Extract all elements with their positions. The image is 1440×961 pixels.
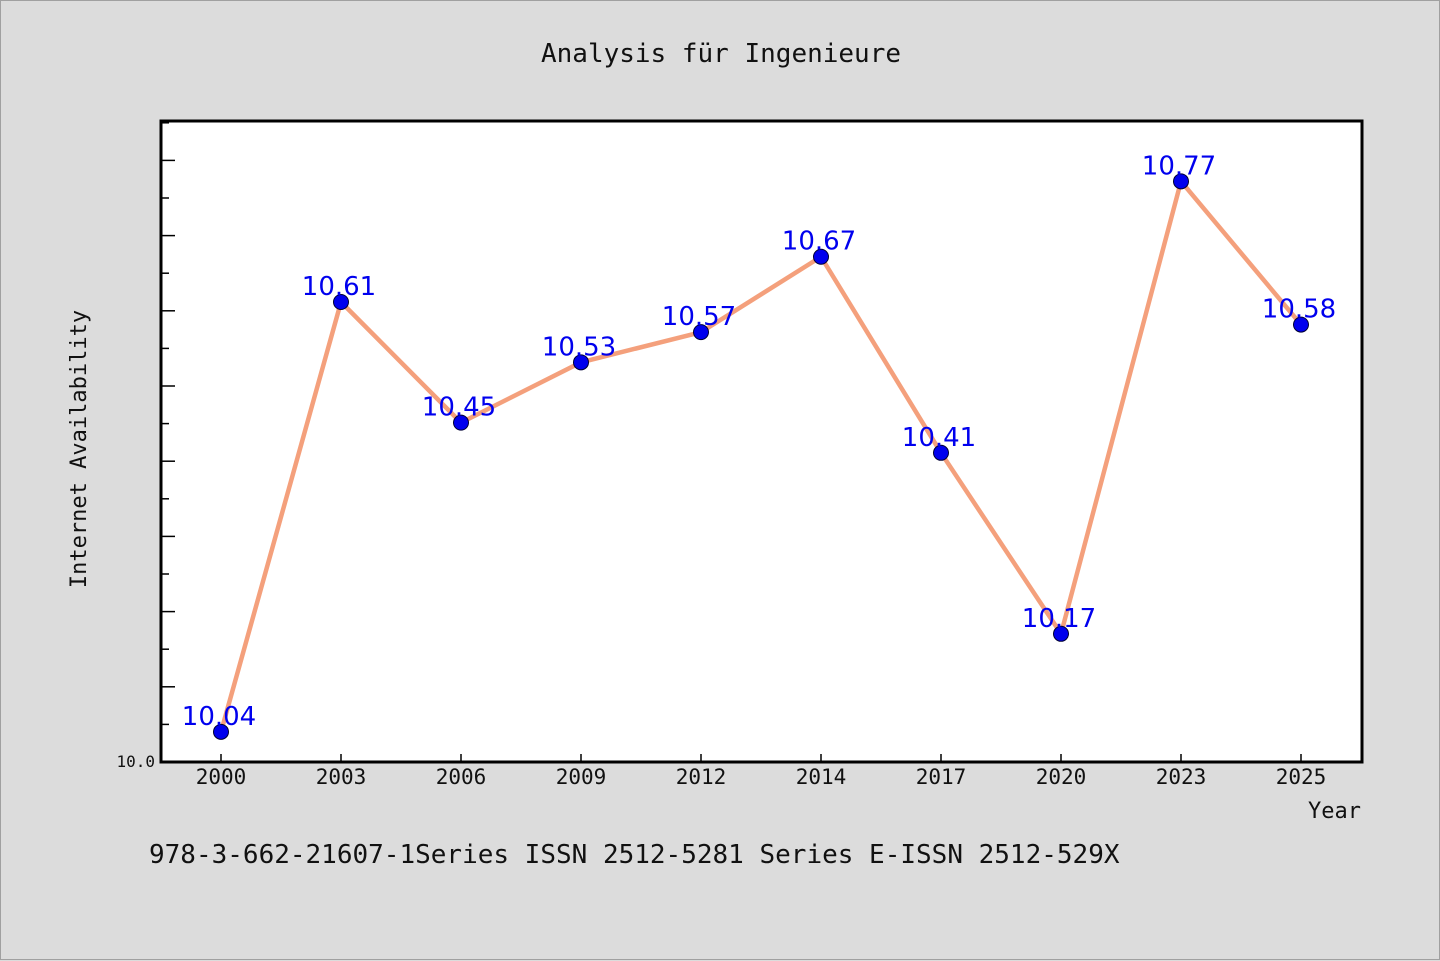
x-tick-label: 2009 <box>556 765 607 789</box>
data-point <box>1293 316 1309 333</box>
footer-text: 978-3-662-21607-1Series ISSN 2512-5281 S… <box>149 840 1120 870</box>
series-layer: 10.04 10.61 10.45 10.53 10.57 10.67 10.41 10.17… <box>182 151 1336 740</box>
data-label: 10.45 <box>422 393 496 423</box>
data-point <box>813 248 829 265</box>
data-label: 10.61 <box>302 272 376 302</box>
x-axis-ticks: 2000 2003 2006 2009 2012 2014 2017 2020 2023 2025 <box>196 754 1327 789</box>
data-point <box>1173 173 1189 190</box>
data-label: 10.41 <box>902 423 976 453</box>
data-point <box>693 324 709 341</box>
x-tick-label: 2000 <box>196 765 247 789</box>
chart-title: Analysis für Ingenieure <box>541 39 901 69</box>
data-point <box>333 293 349 310</box>
data-label: 10.57 <box>662 302 736 332</box>
x-tick-label: 2023 <box>1156 765 1207 789</box>
data-point <box>453 414 469 431</box>
y-tick-label: 10.0 <box>116 752 155 771</box>
data-label: 10.17 <box>1022 604 1096 634</box>
x-tick-label: 2020 <box>1036 765 1087 789</box>
plot-area <box>159 119 1364 764</box>
data-point <box>1053 625 1069 642</box>
data-label: 10.58 <box>1262 295 1336 325</box>
data-label: 10.04 <box>182 702 256 732</box>
x-tick-label: 2003 <box>316 765 367 789</box>
data-point <box>213 723 229 740</box>
data-point <box>573 354 589 371</box>
x-tick-label: 2014 <box>796 765 847 789</box>
x-axis-label: Year <box>1308 799 1361 824</box>
data-point <box>933 444 949 461</box>
y-axis-ticks <box>161 122 175 763</box>
data-label: 10.53 <box>542 332 616 362</box>
x-tick-label: 2012 <box>676 765 727 789</box>
series-line <box>218 179 1303 733</box>
x-tick-label: 2025 <box>1276 765 1327 789</box>
x-tick-label: 2017 <box>916 765 967 789</box>
x-tick-label: 2006 <box>436 765 487 789</box>
y-axis-label: Internet Availability <box>67 310 92 588</box>
data-label: 10.67 <box>782 227 856 257</box>
data-label: 10.77 <box>1142 151 1216 181</box>
